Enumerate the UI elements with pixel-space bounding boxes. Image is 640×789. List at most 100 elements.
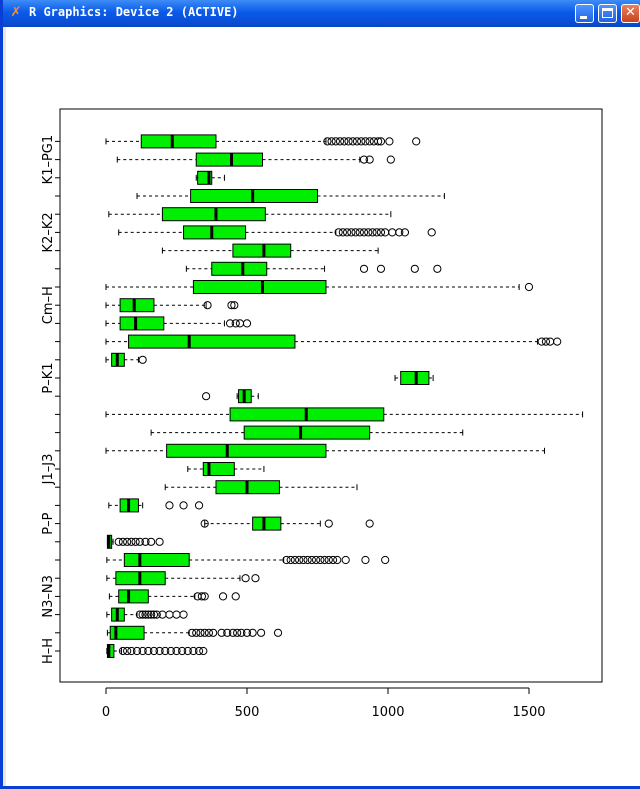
x-tick-label: 1500 <box>512 705 545 720</box>
outlier-point <box>141 537 150 546</box>
outlier-point <box>335 137 345 146</box>
outlier-point <box>324 555 333 565</box>
outlier-point <box>242 628 252 637</box>
outlier-point <box>376 228 386 237</box>
box <box>128 334 296 349</box>
y-group-label: P–P <box>41 512 56 534</box>
outlier-point <box>359 155 369 164</box>
outlier-point <box>135 537 144 546</box>
outlier-point <box>320 555 329 565</box>
outlier-point <box>341 555 350 565</box>
outlier-point <box>217 628 226 637</box>
outlier-point <box>227 301 236 310</box>
outlier-point <box>200 628 209 637</box>
outlier-point <box>197 592 206 601</box>
outlier-point <box>194 501 204 510</box>
outlier-point <box>138 355 147 364</box>
outlier-point <box>149 610 159 619</box>
outlier-point <box>323 137 332 146</box>
box <box>243 425 371 440</box>
outlier-point <box>172 610 181 619</box>
outlier-point <box>400 228 410 237</box>
outlier-point <box>395 228 404 237</box>
box <box>161 207 266 222</box>
outlier-point <box>365 155 374 164</box>
outlier-point <box>172 646 181 656</box>
y-group-label: H–H <box>41 638 56 664</box>
box <box>192 280 327 294</box>
box <box>109 625 145 640</box>
outlier-point <box>138 610 147 619</box>
outlier-point <box>192 628 201 637</box>
outlier-point <box>127 646 136 656</box>
outlier-point <box>546 337 555 346</box>
outlier-point <box>303 555 312 565</box>
y-group-label: K2–K2 <box>41 212 56 252</box>
outlier-point <box>118 646 128 656</box>
outlier-point <box>374 137 383 146</box>
minimize-button[interactable] <box>575 4 594 23</box>
minimize-icon <box>580 16 587 19</box>
outlier-point <box>144 610 153 619</box>
outlier-point <box>123 537 132 546</box>
outlier-point <box>209 628 218 637</box>
outlier-point <box>282 555 291 565</box>
outlier-point <box>225 319 235 328</box>
outlier-point <box>385 137 394 146</box>
outlier-point <box>355 228 364 237</box>
outlier-point <box>290 555 300 565</box>
outlier-point <box>340 137 349 146</box>
outlier-point <box>178 646 187 656</box>
outlier-point <box>248 628 257 637</box>
outlier-point <box>144 646 153 656</box>
y-group-label: P–K1 <box>41 362 56 393</box>
outlier-point <box>123 646 132 656</box>
outlier-point <box>427 228 436 237</box>
outlier-point <box>149 646 159 656</box>
close-button[interactable]: ✕ <box>621 4 640 23</box>
outlier-point <box>218 592 228 601</box>
outlier-point <box>114 537 123 546</box>
outlier-point <box>334 228 343 237</box>
title-bar[interactable]: ✗ R Graphics: Device 2 (ACTIVE) ✕ <box>3 0 640 27</box>
outlier-point <box>343 228 352 237</box>
box <box>195 152 264 167</box>
outlier-point <box>295 555 304 565</box>
outlier-point <box>359 264 369 273</box>
outlier-point <box>361 555 370 565</box>
outlier-point <box>327 137 336 146</box>
outlier-point <box>161 646 170 656</box>
outlier-point <box>352 137 362 146</box>
outlier-point <box>233 628 242 637</box>
outlier-point <box>141 610 150 619</box>
outlier-point <box>230 301 239 310</box>
box <box>232 243 292 258</box>
box <box>166 443 327 458</box>
close-icon: ✕ <box>625 5 636 20</box>
outlier-point <box>524 282 534 292</box>
y-group-label: K1–PG1 <box>41 135 56 184</box>
outlier-point <box>376 264 386 273</box>
outlier-point <box>241 574 250 583</box>
outlier-point <box>372 228 381 237</box>
outlier-point <box>347 228 356 237</box>
outlier-point <box>132 646 142 656</box>
r-logo-icon[interactable]: ✗ <box>10 5 22 20</box>
outlier-point <box>537 337 546 346</box>
outlier-point <box>118 537 128 546</box>
maximize-button[interactable] <box>598 4 617 23</box>
box <box>202 462 235 476</box>
outlier-point <box>231 592 240 601</box>
outlier-point <box>223 628 232 637</box>
outlier-point <box>179 610 188 619</box>
outlier-point <box>369 137 378 146</box>
outlier-point <box>127 537 136 546</box>
outlier-point <box>202 392 211 401</box>
outlier-point <box>147 610 156 619</box>
outlier-point <box>189 646 198 656</box>
box <box>119 298 155 313</box>
outlier-point <box>324 519 333 528</box>
outlier-point <box>138 646 147 656</box>
outlier-point <box>242 319 252 328</box>
